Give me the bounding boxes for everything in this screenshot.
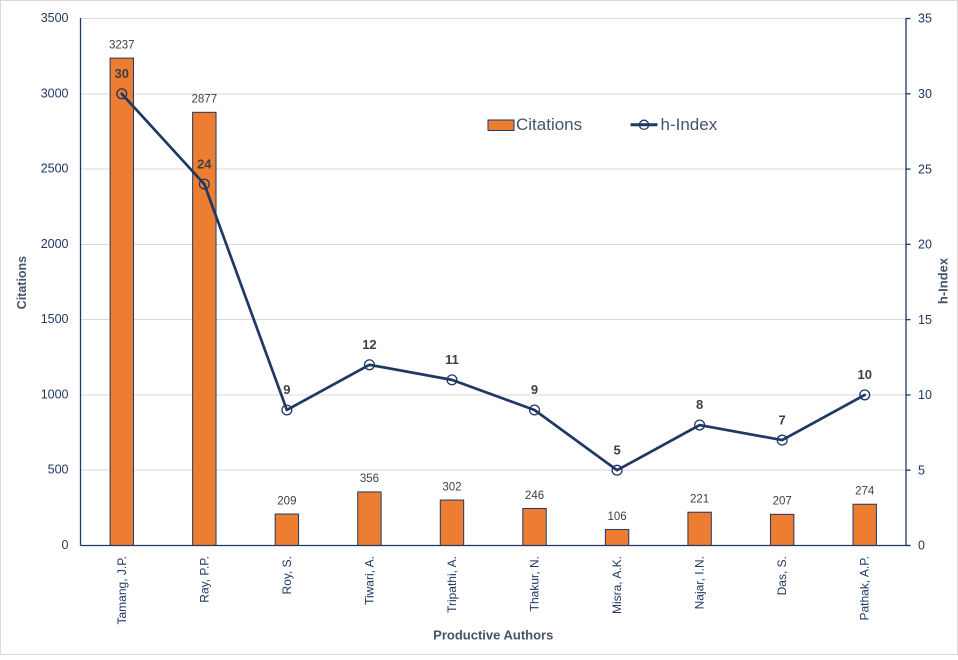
svg-text:Pathak, A.P.: Pathak, A.P. <box>858 556 872 621</box>
svg-text:356: 356 <box>360 473 379 485</box>
svg-text:5: 5 <box>918 463 925 477</box>
svg-text:Productive Authors: Productive Authors <box>433 628 553 643</box>
svg-text:1000: 1000 <box>41 387 69 401</box>
svg-text:7: 7 <box>779 412 786 427</box>
svg-text:Tripathi, A.: Tripathi, A. <box>445 556 459 613</box>
svg-text:221: 221 <box>690 494 709 506</box>
svg-text:3237: 3237 <box>109 39 135 51</box>
svg-text:209: 209 <box>277 495 296 507</box>
svg-text:12: 12 <box>362 337 376 352</box>
svg-text:Ray, P.P.: Ray, P.P. <box>197 556 211 603</box>
svg-text:2500: 2500 <box>41 162 69 176</box>
svg-text:246: 246 <box>525 490 544 502</box>
svg-text:30: 30 <box>115 66 129 81</box>
svg-text:Roy, S.: Roy, S. <box>280 556 294 594</box>
svg-text:Thakur, N.: Thakur, N. <box>528 556 542 611</box>
svg-text:3500: 3500 <box>41 11 69 25</box>
svg-text:Citations: Citations <box>15 256 29 310</box>
svg-text:2877: 2877 <box>192 94 218 106</box>
svg-text:274: 274 <box>855 486 875 498</box>
svg-text:9: 9 <box>283 382 290 397</box>
svg-text:30: 30 <box>918 87 932 101</box>
svg-text:h-Index: h-Index <box>661 115 718 134</box>
svg-text:Najar, I.N.: Najar, I.N. <box>693 556 707 609</box>
svg-text:15: 15 <box>918 313 932 327</box>
svg-text:10: 10 <box>918 388 932 402</box>
svg-text:0: 0 <box>62 538 69 552</box>
svg-text:1500: 1500 <box>41 312 69 326</box>
svg-text:0: 0 <box>918 539 925 553</box>
svg-text:500: 500 <box>48 463 69 477</box>
svg-text:35: 35 <box>918 12 932 26</box>
svg-text:302: 302 <box>442 481 461 493</box>
svg-text:8: 8 <box>696 397 703 412</box>
svg-text:11: 11 <box>445 352 459 367</box>
svg-text:5: 5 <box>613 442 620 457</box>
svg-text:Das, S.: Das, S. <box>775 556 789 595</box>
svg-text:20: 20 <box>918 238 932 252</box>
svg-text:24: 24 <box>197 156 212 171</box>
svg-text:106: 106 <box>607 511 626 523</box>
svg-text:Tamang, J.P.: Tamang, J.P. <box>115 556 129 624</box>
svg-text:2000: 2000 <box>41 237 69 251</box>
svg-text:Citations: Citations <box>516 115 582 134</box>
svg-text:3000: 3000 <box>41 86 69 100</box>
svg-text:25: 25 <box>918 162 932 176</box>
svg-text:10: 10 <box>857 367 871 382</box>
svg-text:207: 207 <box>773 496 792 508</box>
svg-text:Misra, A.K.: Misra, A.K. <box>610 556 624 614</box>
svg-text:9: 9 <box>531 382 538 397</box>
svg-text:h-Index: h-Index <box>936 257 951 304</box>
svg-text:Tiwari, A.: Tiwari, A. <box>362 556 376 605</box>
